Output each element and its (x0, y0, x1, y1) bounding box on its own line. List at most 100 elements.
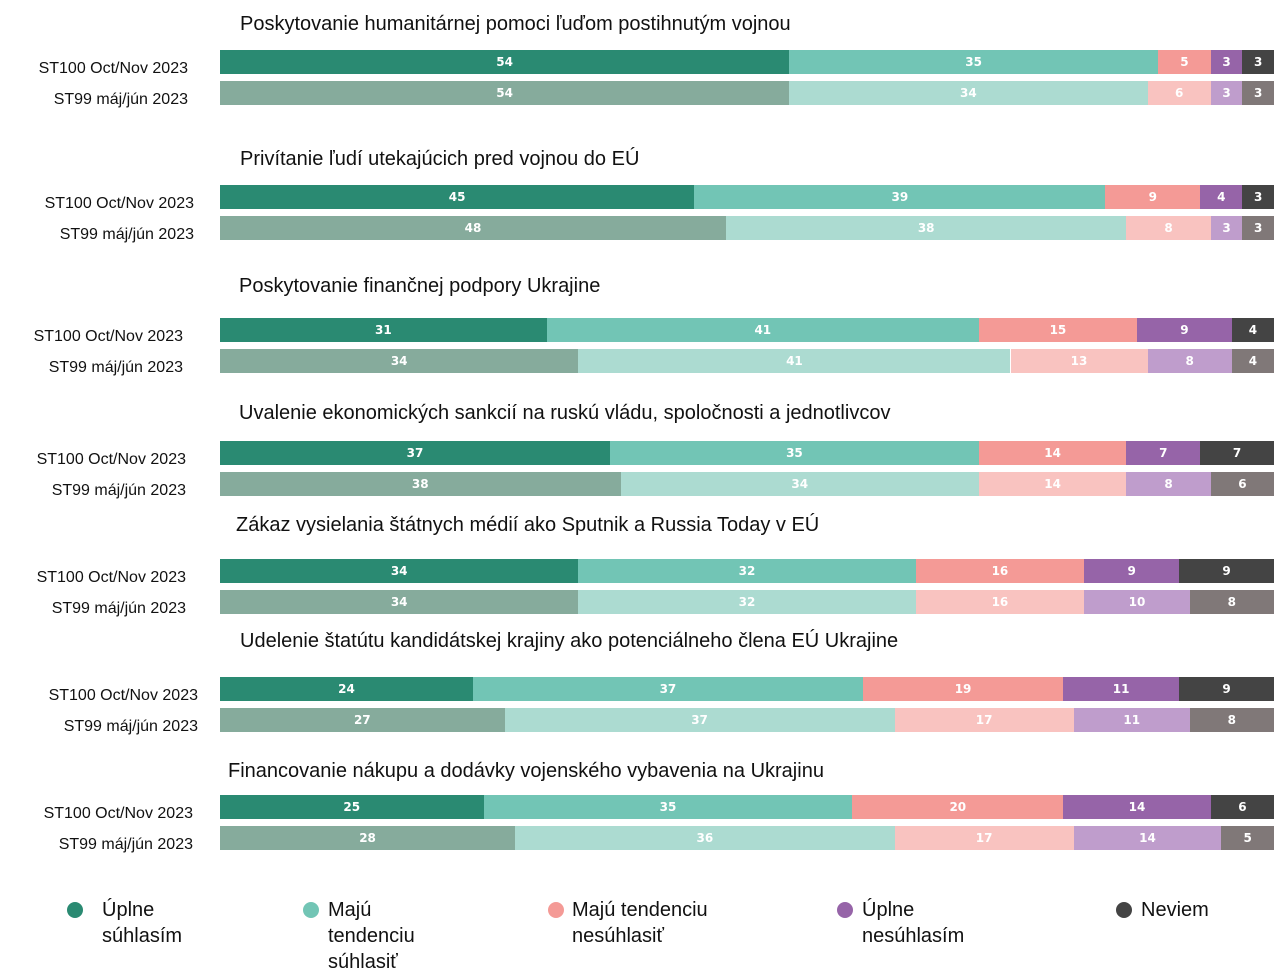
bar-segment: 3 (1210, 50, 1243, 74)
legend-swatch (837, 902, 853, 918)
bar-segment: 3 (1242, 216, 1274, 240)
legend-label: Neviem (1141, 899, 1209, 921)
bar-segment: 6 (1210, 795, 1274, 819)
bar-segment: 24 (220, 677, 473, 701)
legend-label: Majú tendenciu nesúhlasiť (572, 899, 708, 947)
row-label: ST100 Oct/Nov 2023 (33, 328, 183, 345)
bar-segment: 9 (1136, 318, 1232, 342)
bar-segment: 9 (1105, 185, 1201, 209)
bar-segment: 20 (852, 795, 1064, 819)
bar-segment: 37 (220, 441, 610, 465)
bar-segment: 34 (220, 590, 579, 614)
bar-segment: 4 (1231, 349, 1274, 373)
bar-segment: 19 (862, 677, 1064, 701)
bar-segment: 25 (220, 795, 484, 819)
legend-label: Úplne súhlasím (102, 899, 183, 947)
bar-segment: 14 (978, 472, 1127, 496)
bar-segment: 3 (1242, 50, 1274, 74)
row-label: ST99 máj/jún 2023 (58, 836, 193, 853)
row-label: ST99 máj/jún 2023 (51, 482, 186, 499)
bar-segment: 45 (220, 185, 695, 209)
legend-swatch (303, 902, 319, 918)
bar-segment: 38 (725, 216, 1127, 240)
group-title: Poskytovanie humanitárnej pomoci ľuďom p… (240, 13, 791, 35)
bar-segment: 10 (1084, 590, 1190, 614)
row-label: ST100 Oct/Nov 2023 (36, 569, 186, 586)
bar-segment: 3 (1210, 216, 1243, 240)
group-title: Zákaz vysielania štátnych médií ako Sput… (236, 514, 820, 536)
bar-segment: 32 (578, 559, 916, 583)
bar-segment: 3 (1242, 81, 1274, 105)
bar-segment: 27 (220, 708, 505, 732)
bar-segment: 38 (220, 472, 621, 496)
group-title: Financovanie nákupu a dodávky vojenského… (228, 760, 824, 782)
row-label: ST99 máj/jún 2023 (59, 226, 194, 243)
legend-swatch (548, 902, 564, 918)
bar-segment: 35 (483, 795, 853, 819)
bar-segment: 8 (1126, 216, 1211, 240)
row-label: ST100 Oct/Nov 2023 (48, 687, 198, 704)
bar-segment: 28 (220, 826, 516, 850)
bar-segment: 35 (609, 441, 979, 465)
bar-segment: 35 (789, 50, 1159, 74)
bar-segment: 39 (694, 185, 1106, 209)
bar-segment: 4 (1200, 185, 1243, 209)
bar-segment: 3 (1242, 185, 1274, 209)
bar-segment: 41 (578, 349, 1011, 373)
bar-segment: 34 (789, 81, 1148, 105)
bar-segment: 8 (1147, 349, 1232, 373)
bar-segment: 16 (915, 590, 1085, 614)
bar-segment: 11 (1063, 677, 1180, 701)
legend-swatch (1116, 902, 1132, 918)
bar-segment: 48 (220, 216, 726, 240)
group-title: Privítanie ľudí utekajúcich pred vojnou … (240, 148, 640, 170)
row-label: ST99 máj/jún 2023 (53, 91, 188, 108)
bar-segment: 32 (578, 590, 916, 614)
bar-segment: 9 (1179, 559, 1274, 583)
bar-segment: 6 (1210, 472, 1274, 496)
bar-segment: 17 (894, 826, 1074, 850)
bar-segment: 3 (1210, 81, 1243, 105)
bar-segment: 8 (1126, 472, 1211, 496)
row-label: ST99 máj/jún 2023 (51, 600, 186, 617)
bar-segment: 6 (1147, 81, 1211, 105)
bar-segment: 9 (1179, 677, 1274, 701)
bar-segment: 7 (1200, 441, 1274, 465)
bar-segment: 9 (1084, 559, 1180, 583)
bar-segment: 36 (515, 826, 895, 850)
bar-segment: 8 (1189, 590, 1274, 614)
bar-segment: 37 (504, 708, 895, 732)
row-label: ST100 Oct/Nov 2023 (36, 451, 186, 468)
bar-segment: 31 (220, 318, 547, 342)
bar-segment: 34 (220, 349, 579, 373)
legend-swatch (67, 902, 83, 918)
row-label: ST100 Oct/Nov 2023 (43, 805, 193, 822)
group-title: Poskytovanie finančnej podpory Ukrajine (239, 275, 601, 297)
legend-label: Úplne nesúhlasím (862, 899, 965, 947)
bar-segment: 17 (894, 708, 1074, 732)
bar-segment: 7 (1126, 441, 1201, 465)
row-label: ST100 Oct/Nov 2023 (38, 60, 188, 77)
row-label: ST99 máj/jún 2023 (48, 359, 183, 376)
bar-segment: 5 (1158, 50, 1211, 74)
bar-segment: 8 (1189, 708, 1274, 732)
bar-segment: 16 (915, 559, 1085, 583)
bar-segment: 54 (220, 81, 790, 105)
bar-segment: 54 (220, 50, 790, 74)
bar-segment: 11 (1073, 708, 1190, 732)
row-label: ST100 Oct/Nov 2023 (44, 195, 194, 212)
bar-segment: 14 (978, 441, 1127, 465)
bar-segment: 34 (620, 472, 979, 496)
legend-label: Majú tendenciu súhlasiť (328, 899, 415, 973)
group-title: Uvalenie ekonomických sankcií na ruskú v… (239, 402, 891, 424)
bar-segment: 5 (1221, 826, 1274, 850)
bar-segment: 37 (472, 677, 863, 701)
bar-segment: 41 (546, 318, 979, 342)
bar-segment: 13 (1010, 349, 1148, 373)
bar-segment: 4 (1231, 318, 1274, 342)
bar-segment: 14 (1063, 795, 1211, 819)
bar-segment: 15 (978, 318, 1137, 342)
bar-segment: 34 (220, 559, 579, 583)
group-title: Udelenie štatútu kandidátskej krajiny ak… (240, 630, 899, 652)
